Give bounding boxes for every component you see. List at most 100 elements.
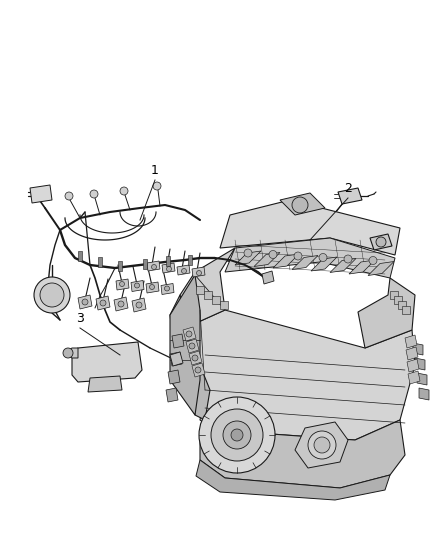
Polygon shape	[419, 388, 429, 400]
Polygon shape	[114, 297, 128, 311]
Circle shape	[100, 300, 106, 306]
Text: 3: 3	[76, 311, 84, 325]
Polygon shape	[220, 301, 228, 309]
Polygon shape	[192, 363, 205, 377]
Polygon shape	[406, 347, 418, 360]
Polygon shape	[170, 352, 183, 366]
Polygon shape	[170, 275, 200, 415]
Polygon shape	[225, 238, 395, 278]
Polygon shape	[166, 256, 170, 266]
Circle shape	[63, 348, 73, 358]
Text: 1: 1	[151, 164, 159, 176]
Circle shape	[149, 285, 155, 289]
Polygon shape	[280, 193, 325, 215]
Polygon shape	[177, 265, 190, 275]
Circle shape	[195, 367, 201, 373]
Polygon shape	[72, 342, 142, 382]
Circle shape	[231, 429, 243, 441]
Polygon shape	[311, 257, 337, 271]
Circle shape	[308, 431, 336, 459]
Polygon shape	[146, 282, 159, 293]
Polygon shape	[192, 267, 205, 277]
Polygon shape	[273, 254, 299, 268]
Polygon shape	[172, 334, 184, 348]
Circle shape	[189, 343, 195, 349]
Circle shape	[294, 252, 302, 260]
Polygon shape	[204, 291, 212, 299]
Circle shape	[319, 254, 327, 262]
Polygon shape	[212, 296, 220, 304]
Polygon shape	[413, 343, 423, 355]
Circle shape	[314, 437, 330, 453]
Polygon shape	[185, 310, 415, 440]
Circle shape	[134, 283, 139, 288]
Circle shape	[136, 302, 142, 308]
Polygon shape	[408, 371, 420, 384]
Circle shape	[199, 397, 275, 473]
Circle shape	[181, 269, 187, 273]
Circle shape	[118, 301, 124, 307]
Polygon shape	[394, 296, 402, 304]
Circle shape	[165, 286, 170, 291]
Polygon shape	[262, 271, 274, 284]
Polygon shape	[161, 284, 174, 295]
Polygon shape	[166, 388, 178, 402]
Polygon shape	[168, 370, 180, 384]
Polygon shape	[78, 295, 92, 309]
Polygon shape	[349, 260, 375, 274]
Polygon shape	[64, 348, 78, 358]
Polygon shape	[295, 422, 348, 468]
Circle shape	[166, 266, 172, 271]
Polygon shape	[98, 257, 102, 267]
Polygon shape	[407, 359, 419, 372]
Circle shape	[223, 421, 251, 449]
Circle shape	[82, 299, 88, 305]
Polygon shape	[131, 280, 144, 292]
Polygon shape	[235, 251, 261, 265]
Circle shape	[376, 237, 386, 247]
Polygon shape	[415, 358, 425, 370]
Circle shape	[269, 251, 277, 259]
Polygon shape	[147, 261, 160, 271]
Polygon shape	[132, 298, 146, 312]
Polygon shape	[78, 251, 82, 261]
Polygon shape	[143, 259, 147, 269]
Circle shape	[192, 355, 198, 361]
Polygon shape	[254, 253, 280, 266]
Polygon shape	[189, 351, 202, 365]
Polygon shape	[292, 255, 318, 270]
Circle shape	[344, 255, 352, 263]
Polygon shape	[338, 188, 362, 204]
Circle shape	[211, 409, 263, 461]
Polygon shape	[118, 261, 122, 271]
Circle shape	[186, 331, 192, 337]
Circle shape	[152, 264, 156, 270]
Circle shape	[65, 192, 73, 200]
Polygon shape	[390, 291, 398, 299]
Circle shape	[40, 283, 64, 307]
Polygon shape	[170, 352, 182, 366]
Circle shape	[34, 277, 70, 313]
Polygon shape	[368, 262, 394, 276]
Polygon shape	[170, 295, 210, 420]
Polygon shape	[402, 306, 410, 314]
Polygon shape	[180, 248, 235, 328]
Circle shape	[90, 190, 98, 198]
Polygon shape	[405, 335, 417, 348]
Circle shape	[369, 256, 377, 264]
Circle shape	[120, 187, 128, 195]
Circle shape	[197, 271, 201, 276]
Polygon shape	[330, 259, 356, 272]
Polygon shape	[196, 286, 204, 294]
Circle shape	[244, 249, 252, 257]
Circle shape	[292, 197, 308, 213]
Polygon shape	[196, 460, 390, 500]
Polygon shape	[96, 296, 110, 310]
Polygon shape	[398, 301, 406, 309]
Circle shape	[153, 182, 161, 190]
Polygon shape	[188, 255, 192, 265]
Polygon shape	[30, 185, 52, 203]
Polygon shape	[183, 327, 196, 341]
Polygon shape	[200, 420, 405, 488]
Polygon shape	[186, 339, 199, 353]
